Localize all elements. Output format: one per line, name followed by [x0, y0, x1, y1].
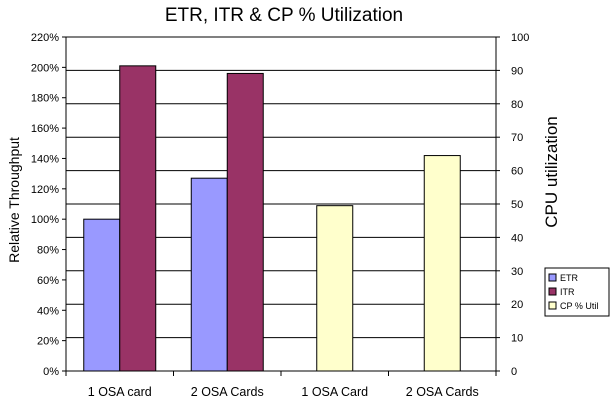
x-axis-ticks: 1 OSA card 2 OSA Cards 1 OSA Card 2 OSA Car…	[65, 371, 497, 399]
left-tick-label: 200%	[31, 62, 59, 74]
right-tick-label: 50	[511, 199, 523, 211]
right-tick-label: 30	[511, 266, 523, 278]
right-tick-label: 10	[511, 333, 523, 345]
bar-cp-util	[316, 205, 354, 372]
left-tick-label: 220%	[31, 32, 59, 44]
left-tick-label: 140%	[31, 153, 59, 165]
right-tick-label: 80	[511, 99, 523, 111]
right-tick-label: 90	[511, 65, 523, 77]
x-tick-label: 2 OSA Cards	[191, 385, 264, 399]
left-tick-label: 180%	[31, 93, 59, 105]
bar-itr	[226, 72, 264, 372]
bar-etr	[83, 218, 121, 372]
bars	[83, 65, 461, 372]
right-tick-label: 20	[511, 299, 523, 311]
right-tick-label: 40	[511, 232, 523, 244]
legend-label: ITR	[560, 287, 575, 297]
left-tick-label: 0%	[43, 366, 59, 378]
legend-label: ETR	[560, 273, 579, 283]
right-tick-label: 70	[511, 132, 523, 144]
right-tick-label: 60	[511, 166, 523, 178]
bar-etr	[190, 177, 228, 372]
legend-label: CP % Util	[560, 301, 598, 311]
legend-swatch	[548, 273, 557, 282]
x-tick-label: 1 OSA Card	[301, 385, 368, 399]
right-axis-ticks: 0 10 20 30 40 50 60 70 80 90 100	[496, 32, 529, 378]
right-axis-title: CPU utilization	[542, 116, 561, 228]
right-tick-label: 0	[511, 366, 517, 378]
legend: ETR ITR CP % Util	[544, 267, 610, 317]
bar-cp-util	[423, 155, 461, 372]
chart-title: ETR, ITR & CP % Utilization	[165, 5, 403, 26]
left-tick-label: 20%	[37, 336, 59, 348]
right-tick-label: 100	[511, 32, 529, 44]
legend-swatch	[548, 287, 557, 296]
left-tick-label: 40%	[37, 305, 59, 317]
left-tick-label: 80%	[37, 245, 59, 257]
legend-swatch	[548, 301, 557, 310]
left-tick-label: 60%	[37, 275, 59, 287]
x-tick-label: 2 OSA Cards	[406, 385, 479, 399]
x-tick-label: 1 OSA card	[88, 385, 152, 399]
left-tick-label: 120%	[31, 184, 59, 196]
left-axis-title: Relative Throughput	[6, 137, 22, 263]
left-tick-label: 100%	[31, 214, 59, 226]
left-tick-label: 160%	[31, 123, 59, 135]
left-axis-ticks: 0% 20% 40% 60% 80% 100% 120% 140% 160% 180% 200% 22…	[31, 32, 66, 378]
bar-itr	[119, 65, 157, 372]
